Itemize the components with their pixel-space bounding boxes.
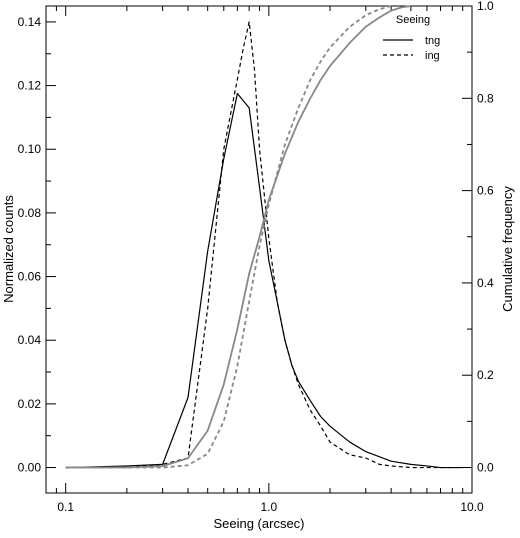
y-right-tick-label: 0.6 bbox=[477, 184, 494, 198]
x-tick-label: 10.0 bbox=[460, 500, 484, 514]
y-right-tick-label: 0.4 bbox=[477, 276, 494, 290]
legend-label-ing: ing bbox=[425, 50, 440, 62]
y-left-tick-label: 0.00 bbox=[18, 461, 42, 475]
y-left-tick-label: 0.08 bbox=[18, 206, 42, 220]
series-line-ing-cumulative bbox=[65, 5, 392, 469]
series-line-tng bbox=[65, 92, 463, 469]
series-line-ing bbox=[65, 21, 463, 469]
y-right-tick-label: 1.0 bbox=[477, 0, 494, 13]
y-right-tick-label: 0.2 bbox=[477, 368, 494, 382]
y-right-tick-label: 0.8 bbox=[477, 91, 494, 105]
plot-frame bbox=[45, 5, 473, 494]
right-y-axis-title: Cumulative frequency bbox=[500, 186, 515, 312]
y-left-tick-label: 0.10 bbox=[18, 142, 42, 156]
y-left-tick-label: 0.12 bbox=[18, 79, 42, 93]
y-left-tick-label: 0.06 bbox=[18, 270, 42, 284]
x-axis-ticks: 0.1 1.0 10.0 bbox=[55, 6, 484, 514]
y-right-tick-label: 0.0 bbox=[477, 461, 494, 475]
left-y-axis-title: Normalized counts bbox=[1, 195, 16, 303]
y-left-tick-label: 0.02 bbox=[18, 397, 42, 411]
legend: Seeing tng ing bbox=[383, 14, 440, 62]
series-layer bbox=[65, 5, 463, 469]
series-line-tng-cumulative bbox=[65, 5, 411, 469]
left-y-axis-ticks: 0.00 0.02 0.04 0.06 0.08 0.10 0.12 0.14 bbox=[18, 15, 56, 475]
right-y-axis-ticks: 0.0 0.2 0.4 0.6 0.8 1.0 bbox=[462, 0, 494, 475]
y-left-tick-label: 0.04 bbox=[18, 333, 42, 347]
x-tick-label: 0.1 bbox=[57, 500, 74, 514]
y-left-tick-label: 0.14 bbox=[18, 15, 42, 29]
x-axis-title: Seeing (arcsec) bbox=[213, 516, 304, 531]
x-tick-label: 1.0 bbox=[261, 500, 278, 514]
legend-title: Seeing bbox=[396, 14, 430, 26]
legend-label-tng: tng bbox=[425, 35, 440, 47]
